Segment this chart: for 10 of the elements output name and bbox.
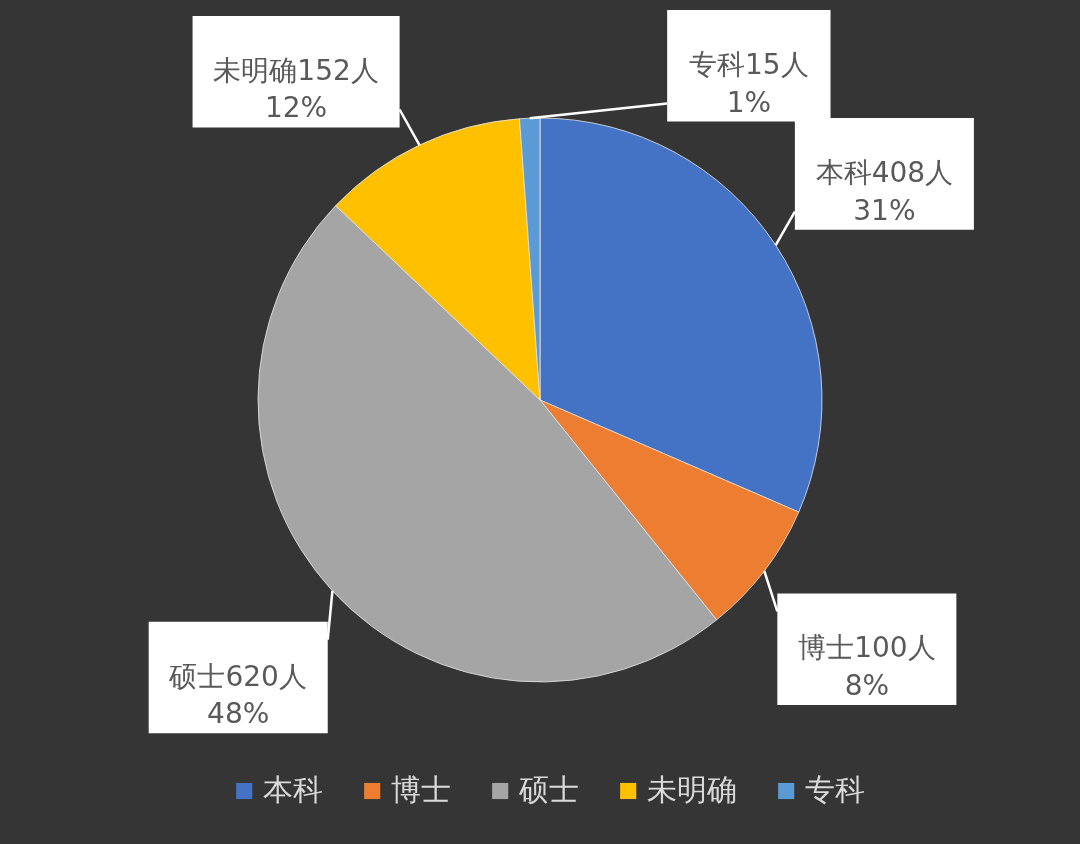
data-label: 专科15人 1% (689, 47, 809, 119)
legend-label: 未明确 (647, 772, 738, 807)
legend-label: 硕士 (518, 772, 580, 807)
legend-label: 专科 (805, 772, 866, 807)
legend-label: 本科 (263, 772, 324, 807)
data-label: 博士100人 8% (798, 631, 936, 702)
data-label: 未明确152人 12% (213, 53, 379, 125)
legend-label: 博士 (391, 772, 452, 807)
data-label: 本科408人 31% (815, 155, 954, 227)
data-label: 硕士620人 48% (168, 659, 307, 731)
